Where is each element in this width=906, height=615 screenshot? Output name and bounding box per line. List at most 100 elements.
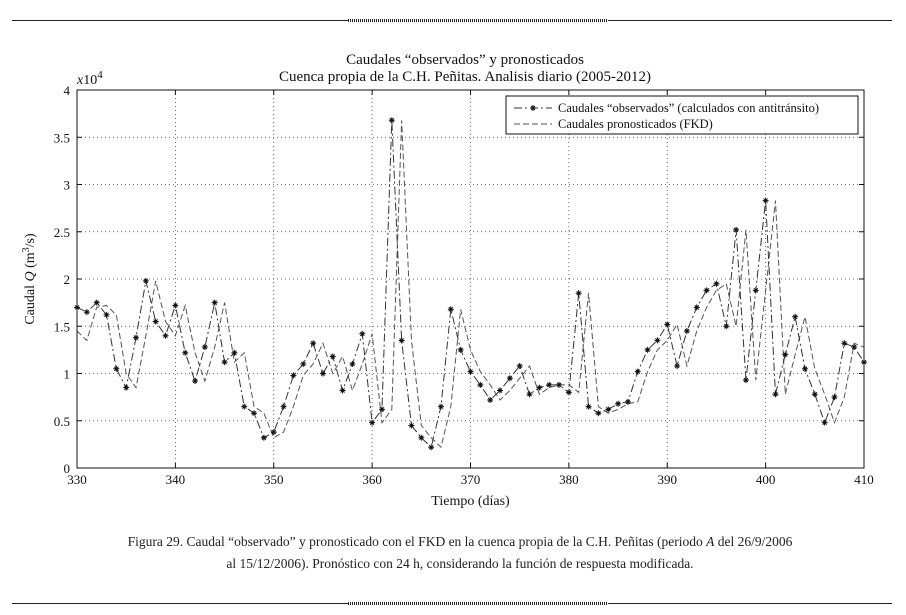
legend-box [505, 95, 859, 135]
data-point-observado [693, 304, 700, 311]
y-tick-label: 4 [64, 83, 71, 98]
data-point-observado [388, 117, 395, 124]
y-tick-label: 3.5 [54, 130, 70, 145]
caption-line1-a: Figura 29. Caudal “observado” y pronosti… [127, 534, 707, 549]
data-point-observado [103, 311, 110, 318]
series-observados-line [76, 120, 865, 449]
data-point-observado [339, 387, 346, 394]
data-point-observado [310, 340, 317, 347]
data-point-observado [182, 349, 189, 356]
data-point-observado [683, 327, 690, 334]
data-point-observado [457, 346, 464, 353]
chart-subtitle: Cuenca propia de la C.H. Peñitas. Analis… [279, 69, 651, 85]
data-point-observado [221, 359, 228, 366]
data-point-observado [556, 381, 563, 388]
data-point-observado [713, 280, 720, 287]
data-point-observado [408, 422, 415, 429]
data-point-observado [536, 384, 543, 391]
chart: 330 340 350 360 370 380 390 400 410 0 0.5 1 1.5 2 2.5 3… [21, 52, 874, 509]
data-point-observado [674, 362, 681, 369]
y-tick-label: 2 [64, 272, 71, 287]
data-point-observado [792, 313, 799, 320]
data-point-observado [634, 368, 641, 375]
data-point-observado [664, 321, 671, 328]
data-point-observado [752, 287, 759, 294]
data-point-observado [575, 290, 582, 297]
legend-observados-label: Caudales “observados” (calculados con an… [558, 101, 819, 115]
data-point-observado [831, 394, 838, 401]
data-point-observado [260, 434, 267, 441]
data-point-observado [467, 368, 474, 375]
data-point-observado [231, 349, 238, 356]
y-multiplier: x104 [76, 69, 103, 88]
data-point-observado [123, 384, 130, 391]
chart-title: Caudales “observados” y pronosticados [346, 52, 584, 68]
top-rule [12, 19, 892, 22]
y-tick-label: 2.5 [54, 225, 70, 240]
x-tick-label: 350 [264, 472, 284, 487]
y-tick-label: 1 [64, 367, 71, 382]
data-point-observado [526, 391, 533, 398]
data-point-observado [300, 361, 307, 368]
data-point-observado [290, 372, 297, 379]
data-point-observado [487, 396, 494, 403]
data-point-observado [762, 197, 769, 204]
data-point-observado [733, 226, 740, 233]
data-point-observado [369, 419, 376, 426]
data-point-observado [782, 351, 789, 358]
data-point-observado [192, 378, 199, 385]
data-point-observado [211, 299, 218, 306]
data-point-observado [162, 332, 169, 339]
data-point-observado [497, 387, 504, 394]
x-axis-label: Tiempo (días) [431, 494, 510, 509]
data-point-observado [723, 323, 730, 330]
data-point-observado [349, 361, 356, 368]
data-point-observado [605, 406, 612, 413]
data-point-observado [437, 403, 444, 410]
figure-caption: Figura 29. Caudal “observado” y pronosti… [40, 531, 880, 575]
data-point-observado [428, 444, 435, 451]
x-tick-label: 340 [166, 472, 186, 487]
data-point-observado [624, 398, 631, 405]
data-point-observado [595, 410, 602, 417]
data-point-observado [418, 434, 425, 441]
data-point-observado [821, 419, 828, 426]
x-tick-label: 390 [658, 472, 678, 487]
data-point-observado [201, 344, 208, 351]
data-point-observado [585, 403, 592, 410]
data-point-observado [152, 318, 159, 325]
legend-observados-marker [530, 105, 536, 111]
x-tick-label: 380 [559, 472, 579, 487]
y-axis-label: Caudal Q (m3/s) [21, 233, 38, 325]
data-point-observado [811, 391, 818, 398]
data-point-observado [565, 389, 572, 396]
data-point-observado [359, 330, 366, 337]
data-point-observado [477, 381, 484, 388]
data-point-observado [772, 391, 779, 398]
data-point-observado [270, 429, 277, 436]
data-point-observado [546, 381, 553, 388]
y-tick-label: 0 [64, 461, 71, 476]
y-tick-label: 1.5 [54, 319, 70, 334]
bottom-rule [12, 602, 892, 605]
data-point-observado [742, 377, 749, 384]
data-point-observado [133, 334, 140, 341]
data-point-observado [506, 375, 513, 382]
x-tick-label: 330 [67, 472, 87, 487]
x-tick-label: 400 [756, 472, 776, 487]
data-point-observado [516, 362, 523, 369]
data-point-observado [654, 337, 661, 344]
data-point-observado [280, 403, 287, 410]
legend-pronosticados-label: Caudales pronosticados (FKD) [558, 117, 713, 131]
x-tick-label: 370 [461, 472, 481, 487]
plot-frame [76, 89, 865, 469]
data-point-observado [801, 365, 808, 372]
data-point-observado [251, 410, 258, 417]
series-pronosticados-line [76, 120, 865, 449]
data-point-observado [93, 299, 100, 306]
caption-line2: al 15/12/2006). Pronóstico con 24 h, con… [226, 556, 694, 571]
y-tick-label: 3 [64, 178, 71, 193]
data-point-observado [703, 287, 710, 294]
caption-period: A [706, 534, 715, 549]
data-point-observado [172, 302, 179, 309]
